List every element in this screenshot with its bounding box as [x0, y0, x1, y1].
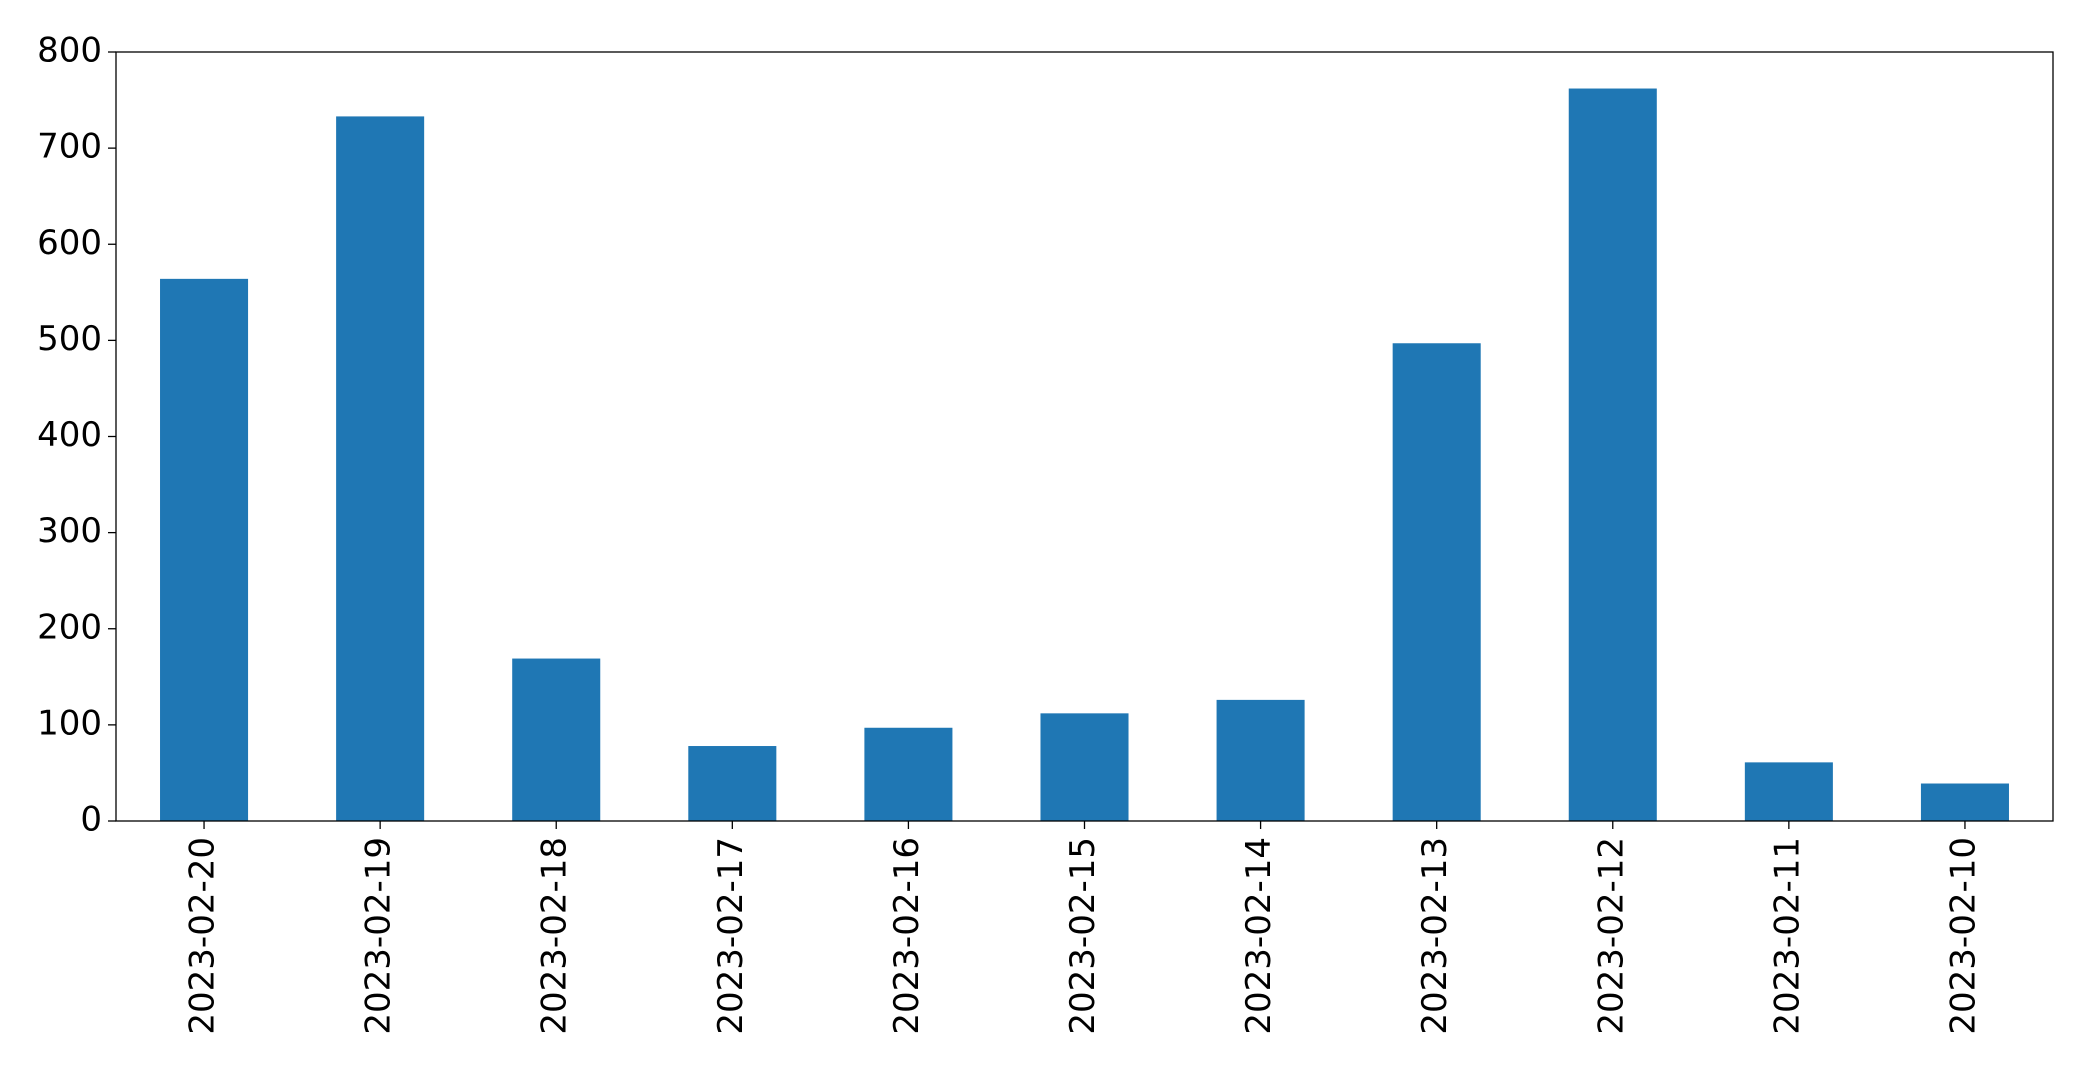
x-tick-label: 2023-02-15: [1063, 837, 1103, 1035]
x-tick-label: 2023-02-13: [1415, 837, 1455, 1035]
bar: [1568, 88, 1657, 822]
y-tick-label: 200: [37, 607, 102, 647]
bar: [1920, 783, 2009, 821]
y-tick-label: 700: [37, 127, 102, 167]
y-tick-label: 300: [37, 511, 102, 551]
x-tick-label: 2023-02-19: [359, 837, 399, 1035]
y-tick-label: 400: [37, 415, 102, 455]
x-tick-label: 2023-02-10: [1943, 837, 1983, 1035]
y-tick-label: 800: [37, 31, 102, 71]
bar: [688, 746, 777, 821]
bar: [512, 658, 601, 821]
bar: [1744, 762, 1833, 821]
x-tick-label: 2023-02-18: [535, 837, 575, 1035]
x-tick-label: 2023-02-12: [1591, 837, 1631, 1035]
x-tick-label: 2023-02-17: [711, 837, 751, 1035]
bar: [160, 278, 249, 822]
x-tick-label: 2023-02-16: [887, 837, 927, 1035]
x-tick-label: 2023-02-14: [1239, 837, 1279, 1035]
bar: [1216, 699, 1305, 821]
y-tick-label: 100: [37, 703, 102, 743]
y-tick-label: 500: [37, 319, 102, 359]
x-tick-label: 2023-02-20: [183, 837, 223, 1035]
bar: [336, 116, 425, 821]
bar: [864, 727, 953, 821]
y-tick-label: 600: [37, 223, 102, 263]
bar: [1392, 343, 1481, 821]
y-tick-label: 0: [80, 800, 102, 840]
bar: [1040, 713, 1129, 821]
plot-frame: [115, 51, 2054, 822]
x-tick-label: 2023-02-11: [1767, 837, 1807, 1035]
